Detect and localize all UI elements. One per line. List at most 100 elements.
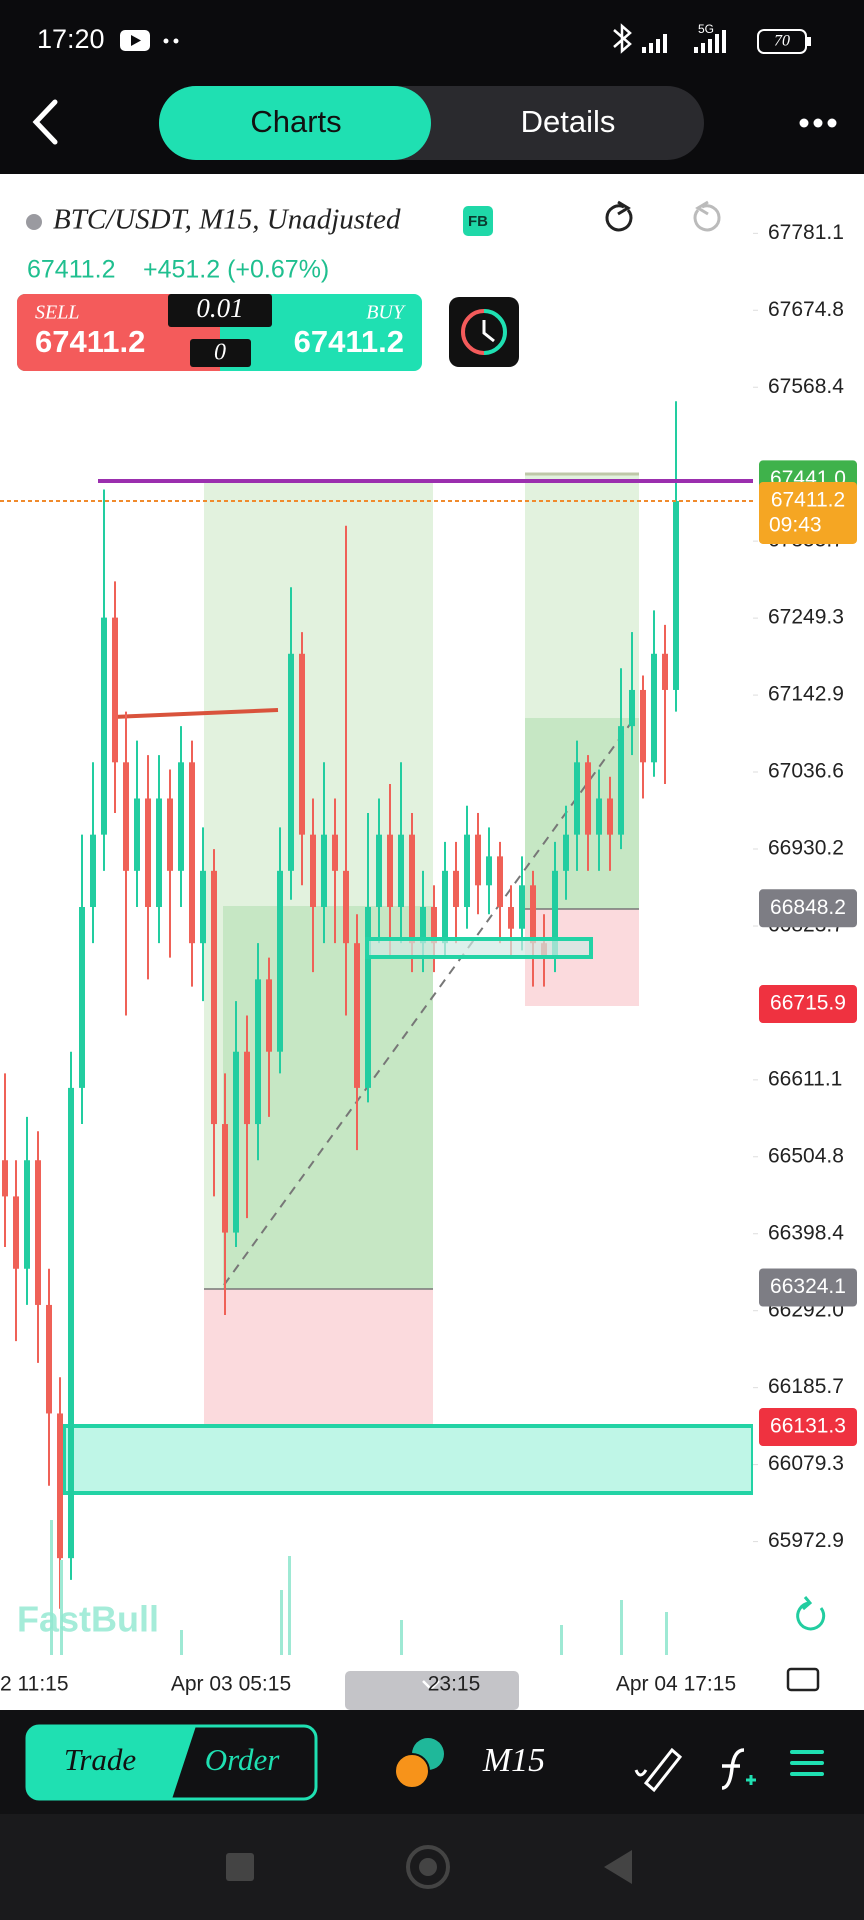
candle-body bbox=[200, 870, 206, 944]
candle-body bbox=[79, 907, 85, 1088]
x-tick-label: 23:15 bbox=[428, 1673, 481, 1696]
fullscreen-button[interactable] bbox=[786, 1667, 820, 1692]
y-tick-label: 67249.3 bbox=[768, 606, 844, 629]
candle-body bbox=[585, 762, 591, 835]
candle-body bbox=[321, 834, 327, 908]
candle-body bbox=[156, 798, 162, 908]
draw-tool[interactable] bbox=[634, 1747, 683, 1793]
badge bbox=[463, 206, 493, 236]
candle-body bbox=[442, 870, 448, 944]
status-dot bbox=[26, 214, 42, 230]
y-tick-label: 66611.1 bbox=[768, 1067, 842, 1090]
candle-body bbox=[222, 1124, 228, 1233]
price-tag bbox=[759, 481, 857, 544]
more-button[interactable] bbox=[799, 118, 837, 128]
trade-tab[interactable] bbox=[27, 1726, 196, 1799]
scroll-handle[interactable] bbox=[345, 1671, 519, 1710]
candle-body bbox=[387, 834, 393, 908]
price-tag bbox=[759, 1407, 857, 1446]
candle-body bbox=[376, 834, 382, 908]
tab-active[interactable] bbox=[159, 86, 431, 160]
candle-body bbox=[244, 1051, 250, 1125]
y-tick-label: 67568.4 bbox=[768, 375, 844, 398]
price-tags: 67441.067411.209:4366848.266715.966324.1… bbox=[759, 460, 857, 1446]
status-time: 17:20 bbox=[37, 24, 105, 54]
signal-icon bbox=[642, 34, 667, 53]
candle-body bbox=[123, 762, 129, 871]
quote-price: 67411.2 bbox=[27, 256, 116, 284]
candle-body bbox=[35, 1160, 41, 1305]
candle-body bbox=[57, 1413, 63, 1559]
nav-home[interactable] bbox=[406, 1845, 450, 1889]
trade-label[interactable]: Trade bbox=[64, 1742, 137, 1777]
bluetooth-icon bbox=[613, 23, 632, 54]
candle-body bbox=[618, 726, 624, 835]
quote-change: +451.2 (+0.67%) bbox=[143, 256, 329, 284]
candle-body bbox=[46, 1304, 52, 1414]
zone-target bbox=[204, 483, 433, 906]
trend-line bbox=[223, 715, 637, 1286]
candle-body bbox=[574, 762, 580, 835]
price-tag-label: 66131.3 bbox=[770, 1415, 846, 1438]
price-tag-label: 66324.1 bbox=[770, 1275, 846, 1298]
indicator-plus bbox=[746, 1775, 756, 1785]
candle-body bbox=[497, 856, 503, 908]
candle-body bbox=[530, 885, 536, 944]
spread: 0 bbox=[214, 340, 226, 366]
price-tag-label: 67411.2 bbox=[771, 489, 845, 512]
indicator-tool[interactable] bbox=[721, 1748, 745, 1790]
nav-back[interactable] bbox=[604, 1850, 632, 1884]
buy-label: BUY bbox=[366, 302, 406, 324]
tab-charts[interactable]: Charts bbox=[250, 104, 341, 139]
nav-recent[interactable] bbox=[226, 1853, 254, 1881]
candle-body bbox=[288, 653, 294, 871]
candle-body bbox=[255, 979, 261, 1125]
y-tick-label: 67674.8 bbox=[768, 298, 844, 321]
y-tick-label: 67781.1 bbox=[768, 221, 844, 244]
sell-label: SELL bbox=[35, 302, 79, 324]
price-tag bbox=[759, 889, 857, 928]
icon-arc bbox=[461, 309, 485, 355]
resistance-line bbox=[112, 708, 279, 719]
candle-body bbox=[365, 907, 371, 1088]
candle-body bbox=[409, 834, 415, 944]
y-tick-label: 66079.3 bbox=[768, 1452, 844, 1475]
candle-body bbox=[24, 1160, 30, 1269]
x-tick-label: 2 11:15 bbox=[0, 1673, 69, 1696]
candle-body bbox=[640, 689, 646, 763]
back-button[interactable] bbox=[32, 99, 58, 145]
symbol-title[interactable]: BTC/USDT, M15, Unadjusted bbox=[53, 204, 401, 236]
price-tag-label: 66848.2 bbox=[770, 896, 846, 919]
bitcoin-icon[interactable] bbox=[394, 1753, 430, 1789]
order-label[interactable]: Order bbox=[205, 1742, 281, 1777]
candle-body bbox=[299, 653, 305, 835]
y-tick-label: 66398.4 bbox=[768, 1221, 844, 1244]
drawings bbox=[62, 472, 753, 1495]
lot-box[interactable] bbox=[168, 294, 272, 327]
candle-body bbox=[464, 834, 470, 908]
candle-body bbox=[398, 834, 404, 908]
candle-body bbox=[134, 798, 140, 871]
candle-body bbox=[167, 798, 173, 871]
redo-button[interactable] bbox=[693, 200, 721, 232]
nav-home-dot bbox=[419, 1858, 437, 1876]
time-axis: 2 11:15 Apr 03 05:15 23:15 Apr 04 17:15 bbox=[0, 1673, 736, 1696]
tab-details[interactable]: Details bbox=[521, 104, 616, 139]
volume-bars bbox=[50, 1520, 668, 1655]
sell-price: 67411.2 bbox=[35, 324, 145, 359]
candle-body bbox=[277, 870, 283, 1052]
battery-tip bbox=[807, 37, 811, 46]
candle-body bbox=[475, 834, 481, 886]
candle-body bbox=[112, 617, 118, 763]
candle-body bbox=[354, 943, 360, 1088]
reset-button[interactable] bbox=[796, 1596, 826, 1631]
y-tick-label: 67036.6 bbox=[768, 760, 844, 783]
candle-body bbox=[90, 834, 96, 908]
candle-body bbox=[596, 798, 602, 835]
timeframe[interactable]: M15 bbox=[482, 1742, 545, 1779]
undo-button[interactable] bbox=[605, 200, 633, 232]
candle-body bbox=[2, 1160, 8, 1197]
menu-button[interactable] bbox=[790, 1750, 824, 1776]
